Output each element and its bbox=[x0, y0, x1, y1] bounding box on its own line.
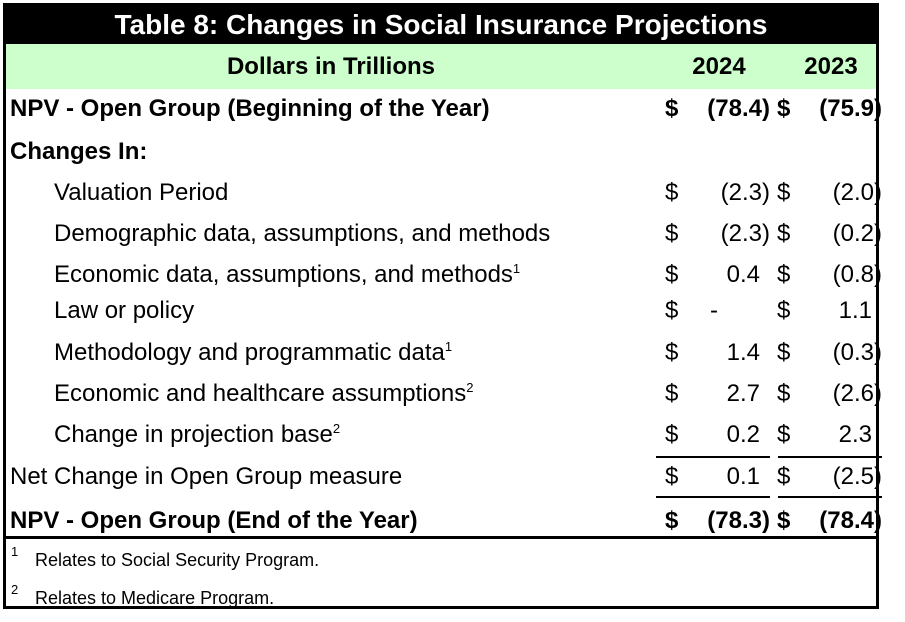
value-2024: (2.3) bbox=[720, 220, 770, 247]
value-2023: (2.5) bbox=[832, 463, 882, 490]
value-2024: 0.4 bbox=[726, 261, 760, 288]
value-2024: 2.7 bbox=[726, 380, 760, 407]
total-underline bbox=[778, 496, 882, 498]
dollar-sign: $ bbox=[777, 179, 791, 206]
dollar-sign: $ bbox=[777, 261, 791, 288]
value-2024: 0.1 bbox=[726, 463, 760, 490]
footnote-ref: 2 bbox=[332, 421, 341, 436]
value-2023: (0.2) bbox=[832, 220, 882, 247]
footnote-ref: 1 bbox=[512, 261, 521, 276]
value-2024: (78.3) bbox=[707, 507, 770, 534]
dollar-sign: $ bbox=[665, 339, 679, 366]
row-label: Demographic data, assumptions, and metho… bbox=[54, 220, 551, 247]
table-row: Law or policy $ - $ 1.1 bbox=[6, 294, 876, 328]
dollar-sign: $ bbox=[777, 463, 791, 490]
total-underline bbox=[656, 496, 770, 498]
value-2023: 2.3 bbox=[838, 421, 872, 448]
value-2024: 1.4 bbox=[726, 339, 760, 366]
dollar-sign: $ bbox=[777, 220, 791, 247]
dollar-sign: $ bbox=[665, 220, 679, 247]
value-2024: (2.3) bbox=[720, 179, 770, 206]
row-label: Economic and healthcare assumptions2 bbox=[54, 380, 474, 407]
dollar-sign: $ bbox=[665, 507, 679, 534]
row-label: Change in projection base2 bbox=[54, 421, 341, 448]
dollar-sign: $ bbox=[777, 421, 791, 448]
table-title: Table 8: Changes in Social Insurance Pro… bbox=[6, 6, 876, 44]
units-header: Dollars in Trillions bbox=[226, 53, 436, 80]
subtotal-underline bbox=[656, 456, 770, 458]
row-label: NPV - Open Group (Beginning of the Year) bbox=[10, 95, 490, 122]
footnote-text: Relates to Medicare Program. bbox=[35, 588, 275, 608]
dollar-sign: $ bbox=[665, 421, 679, 448]
value-2023: 1.1 bbox=[838, 297, 872, 324]
subtotal-underline bbox=[778, 456, 882, 458]
row-label: Net Change in Open Group measure bbox=[10, 463, 403, 490]
table-row: Demographic data, assumptions, and metho… bbox=[6, 217, 882, 251]
table-frame: Table 8: Changes in Social Insurance Pro… bbox=[3, 3, 882, 609]
column-header-row: Dollars in Trillions 2024 2023 bbox=[6, 44, 876, 89]
footnote-text: Relates to Social Security Program. bbox=[35, 550, 320, 570]
dollar-sign: $ bbox=[777, 380, 791, 407]
value-2023: (2.0) bbox=[832, 179, 882, 206]
row-label: Economic data, assumptions, and methods1 bbox=[54, 261, 521, 288]
row-label: Methodology and programmatic data1 bbox=[54, 339, 453, 366]
footnote-mark: 1 bbox=[11, 544, 19, 559]
table-row-npv-end: NPV - Open Group (End of the Year) $ (78… bbox=[6, 504, 882, 538]
row-label: Valuation Period bbox=[54, 179, 229, 206]
dollar-sign: $ bbox=[665, 297, 679, 324]
value-2024: 0.2 bbox=[726, 421, 760, 448]
table-row-changes-in: Changes In: bbox=[6, 135, 876, 169]
footnote-mark: 2 bbox=[11, 582, 19, 597]
table-row: Methodology and programmatic data1 $ 1.4… bbox=[6, 336, 882, 370]
dollar-sign: $ bbox=[777, 297, 791, 324]
dollar-sign: $ bbox=[777, 339, 791, 366]
dollar-sign: $ bbox=[665, 261, 679, 288]
table-row: Valuation Period $ (2.3) $ (2.0) bbox=[6, 176, 882, 210]
table-row: Economic and healthcare assumptions2 $ 2… bbox=[6, 377, 882, 411]
dollar-sign: $ bbox=[665, 380, 679, 407]
footnote-ref: 2 bbox=[466, 380, 474, 395]
row-label: NPV - Open Group (End of the Year) bbox=[10, 507, 418, 534]
table-row: Change in projection base2 $ 0.2 $ 2.3 bbox=[6, 418, 876, 452]
dollar-sign: $ bbox=[777, 507, 791, 534]
value-2023: (75.9) bbox=[819, 95, 882, 122]
value-2023: (0.8) bbox=[832, 261, 882, 288]
table-row-net-change: Net Change in Open Group measure $ 0.1 $… bbox=[6, 460, 882, 494]
value-2023: (0.3) bbox=[832, 339, 882, 366]
footnote-divider bbox=[6, 536, 876, 539]
year-2024-header: 2024 bbox=[692, 53, 746, 80]
dollar-sign: $ bbox=[665, 179, 679, 206]
table-row: Economic data, assumptions, and methods1… bbox=[6, 258, 882, 292]
row-label: Changes In: bbox=[10, 138, 148, 165]
value-2023: (78.4) bbox=[819, 507, 882, 534]
value-2024: - bbox=[710, 297, 718, 324]
dollar-sign: $ bbox=[777, 95, 791, 122]
footnote-ref: 1 bbox=[444, 339, 453, 354]
dollar-sign: $ bbox=[665, 463, 679, 490]
row-label: Law or policy bbox=[54, 297, 195, 324]
dollar-sign: $ bbox=[665, 95, 679, 122]
year-2023-header: 2023 bbox=[804, 53, 858, 80]
value-2023: (2.6) bbox=[832, 380, 882, 407]
value-2024: (78.4) bbox=[707, 95, 770, 122]
table-row-npv-beginning: NPV - Open Group (Beginning of the Year)… bbox=[6, 92, 882, 126]
